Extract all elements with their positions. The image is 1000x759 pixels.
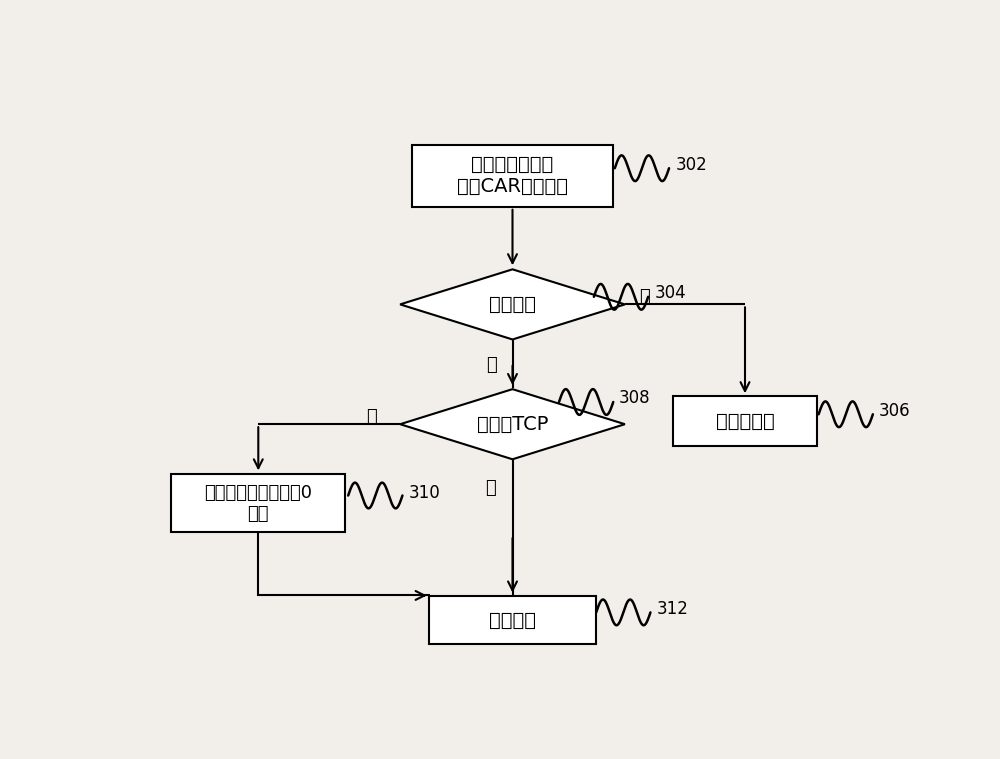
FancyBboxPatch shape (171, 474, 345, 532)
Text: 是否丢包: 是否丢包 (489, 295, 536, 314)
Text: 向发送端发送窗口为0
报文: 向发送端发送窗口为0 报文 (204, 483, 312, 522)
Text: 304: 304 (654, 284, 686, 302)
Text: 312: 312 (657, 600, 689, 619)
FancyBboxPatch shape (673, 396, 817, 446)
FancyBboxPatch shape (429, 596, 596, 644)
Text: 是: 是 (486, 356, 497, 373)
Text: 是否是TCP: 是否是TCP (477, 414, 548, 433)
Text: 数据包转发: 数据包转发 (716, 412, 774, 431)
Text: 丢包处理: 丢包处理 (489, 610, 536, 629)
Polygon shape (400, 269, 625, 339)
Text: 308: 308 (619, 389, 650, 408)
Text: 否: 否 (639, 288, 650, 306)
FancyBboxPatch shape (412, 145, 613, 206)
Polygon shape (400, 389, 625, 459)
Text: 310: 310 (409, 483, 440, 502)
Text: 是: 是 (366, 408, 377, 426)
Text: 数据包处理进入
流控CAR算法判决: 数据包处理进入 流控CAR算法判决 (457, 156, 568, 197)
Text: 306: 306 (878, 402, 910, 420)
Text: 否: 否 (485, 480, 496, 497)
Text: 302: 302 (675, 156, 707, 175)
